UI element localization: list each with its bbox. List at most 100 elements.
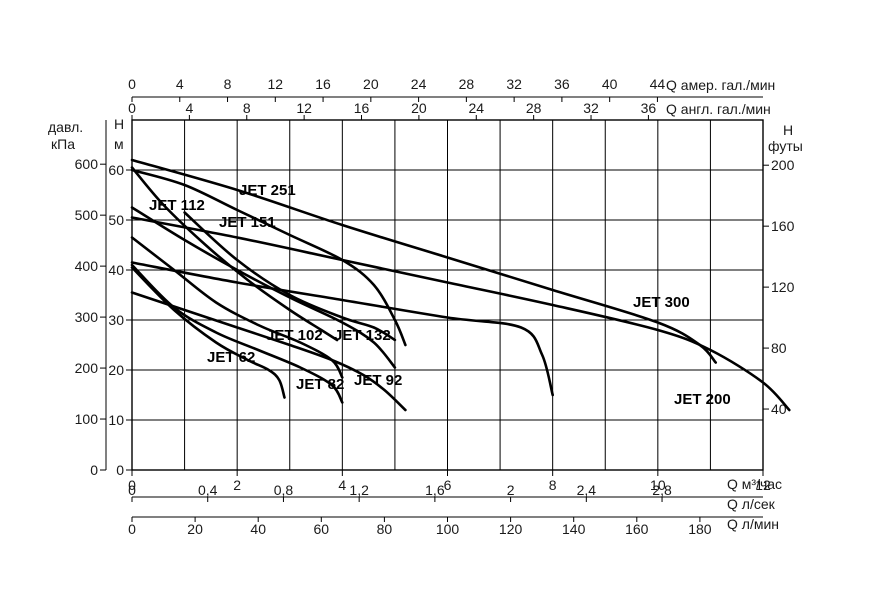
bottom-axis-3-tick-label: 120 xyxy=(499,521,523,537)
bottom-axis-3-tick-label: 60 xyxy=(314,521,330,537)
bottom-axis-3-tick-label: 20 xyxy=(187,521,203,537)
left-axis-2-tick-label: 40 xyxy=(108,262,124,278)
bottom-axis-3-tick-label: 140 xyxy=(562,521,586,537)
bottom-axis-3-tick-label: 40 xyxy=(250,521,266,537)
left-axis-2-tick-label: 10 xyxy=(108,412,124,428)
bottom-axis-3-tick-label: 100 xyxy=(436,521,460,537)
label-jet-300: JET 300 xyxy=(633,294,690,311)
left-axis-1-tick-label: 500 xyxy=(75,207,99,223)
left-axis-1-tick-label: 400 xyxy=(75,258,99,274)
bottom-axis-3-title: Q л/мин xyxy=(727,516,779,532)
bottom-axis-1-title: Q м³/час xyxy=(727,476,782,492)
top-axis-2-tick-label: 36 xyxy=(641,100,657,116)
top-axis-2-tick-label: 16 xyxy=(354,100,370,116)
left-axis-2-tick-label: 60 xyxy=(108,162,124,178)
curve-jet-200 xyxy=(130,216,791,412)
bottom-axis-1-tick-label: 4 xyxy=(338,477,346,493)
curve-jet-92 xyxy=(130,291,407,412)
left-axis-1-title-line1: давл. xyxy=(48,119,83,135)
bottom-axis-2-tick-label: 0,4 xyxy=(198,482,218,498)
curve-10 xyxy=(130,261,554,397)
label-jet-92: JET 92 xyxy=(354,372,402,389)
bottom-axis-1-tick-label: 6 xyxy=(444,477,452,493)
left-axis-2-title-line1: H xyxy=(114,116,124,132)
label-jet-112: JET 112 xyxy=(149,197,205,214)
top-axis-1-tick-label: 20 xyxy=(363,76,379,92)
bottom-axis-2-tick-label: 1,2 xyxy=(349,482,369,498)
bottom-axis-1-tick-label: 8 xyxy=(549,477,557,493)
bottom-axis-2-tick-label: 2,8 xyxy=(652,482,672,498)
top-axis-2-tick-label: 32 xyxy=(583,100,599,116)
top-axis-2-tick-label: 24 xyxy=(468,100,484,116)
label-jet-132: JET 132 xyxy=(334,327,391,344)
left-axis-1-title-line2: кПа xyxy=(51,136,75,152)
top-axis-1-tick-label: 40 xyxy=(602,76,618,92)
right-axis-tick-label: 160 xyxy=(771,218,795,234)
curve-labels: JET 62 JET 82 JET 92 JET 102 JET 112 JET 132 J… xyxy=(149,182,731,408)
top-axis-2-tick-label: 20 xyxy=(411,100,427,116)
left-axis-2-title-line2: м xyxy=(114,136,124,152)
curve-jet-300 xyxy=(130,158,717,364)
label-jet-82: JET 82 xyxy=(296,376,344,393)
left-axis-1-tick-label: 100 xyxy=(75,411,99,427)
bottom-axis-2-tick-label: 1,6 xyxy=(425,482,445,498)
left-axis-1-tick-label: 600 xyxy=(75,156,99,172)
label-jet-200: JET 200 xyxy=(674,391,731,408)
bottom-axis-2-tick-label: 2,4 xyxy=(577,482,597,498)
right-axis-tick-label: 200 xyxy=(771,157,795,173)
label-jet-151: JET 151 xyxy=(219,214,276,231)
top-axis-1-tick-label: 4 xyxy=(176,76,184,92)
top-axis-1-title: Q амер. гал./мин xyxy=(666,77,775,93)
curve-jet-132 xyxy=(130,206,397,369)
bottom-axis-2-tick-label: 2 xyxy=(507,482,515,498)
left-axis-1-tick-label: 200 xyxy=(75,360,99,376)
left-axis-2-tick-label: 20 xyxy=(108,362,124,378)
top-axis-1-tick-label: 16 xyxy=(315,76,331,92)
bottom-axis-2-tick-label: 0,8 xyxy=(274,482,294,498)
top-axis-2-tick-label: 12 xyxy=(296,100,312,116)
top-axis-2-title: Q англ. гал./мин xyxy=(666,101,771,117)
label-jet-102: JET 102 xyxy=(266,327,323,344)
left-axis-2-tick-label: 50 xyxy=(108,212,124,228)
bottom-axis-3-tick-label: 0 xyxy=(128,521,136,537)
curve-jet-251 xyxy=(130,168,407,347)
chart-axes: 0102030405060010020030040050060040801201… xyxy=(75,76,795,537)
top-axis-1-tick-label: 44 xyxy=(650,76,666,92)
top-axis-1-tick-label: 24 xyxy=(411,76,427,92)
top-axis-1-tick-label: 28 xyxy=(459,76,475,92)
left-axis-1-tick-label: 300 xyxy=(75,309,99,325)
bottom-axis-3-tick-label: 80 xyxy=(377,521,393,537)
pump-curves xyxy=(130,158,791,412)
top-axis-2-tick-label: 28 xyxy=(526,100,542,116)
top-axis-1-tick-label: 32 xyxy=(506,76,522,92)
bottom-axis-3-tick-label: 180 xyxy=(688,521,712,537)
curve-jet-151 xyxy=(183,211,397,342)
top-axis-1-tick-label: 0 xyxy=(128,76,136,92)
right-axis-tick-label: 120 xyxy=(771,279,795,295)
bottom-axis-1-tick-label: 10 xyxy=(650,477,666,493)
right-axis-tick-label: 40 xyxy=(771,401,787,417)
bottom-axis-3-tick-label: 160 xyxy=(625,521,649,537)
left-axis-2-tick-label: 30 xyxy=(108,312,124,328)
bottom-axis-1-tick-label: 12 xyxy=(755,477,771,493)
right-axis-tick-label: 80 xyxy=(771,340,787,356)
plot-grid xyxy=(131,119,764,471)
bottom-axis-2-title: Q л/сек xyxy=(727,496,776,512)
top-axis-1-tick-label: 12 xyxy=(268,76,284,92)
label-jet-62: JET 62 xyxy=(207,349,255,366)
left-axis-1-tick-label: 0 xyxy=(90,462,98,478)
bottom-axis-1-tick-label: 2 xyxy=(233,477,241,493)
top-axis-1-tick-label: 8 xyxy=(224,76,232,92)
bottom-axis-1-tick-label: 0 xyxy=(128,477,136,493)
top-axis-2-tick-label: 0 xyxy=(128,100,136,116)
top-axis-2-tick-label: 4 xyxy=(185,100,193,116)
curve-jet-62 xyxy=(130,266,286,399)
curve-jet-112 xyxy=(130,166,339,342)
label-jet-251: JET 251 xyxy=(239,182,296,199)
right-axis-title-line2: футы xyxy=(768,138,803,154)
right-axis-title-line1: H xyxy=(783,122,793,138)
bottom-axis-2-tick-label: 0 xyxy=(128,482,136,498)
top-axis-2-tick-label: 8 xyxy=(243,100,251,116)
top-axis-1-tick-label: 36 xyxy=(554,76,570,92)
